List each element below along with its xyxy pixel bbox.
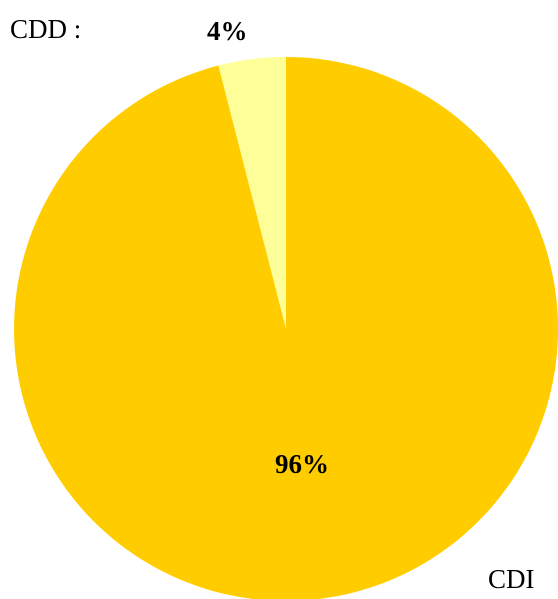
- category-label-cdi: CDI: [488, 564, 535, 594]
- pie-slice-cdd: [218, 57, 286, 329]
- pie-slices: [14, 57, 558, 599]
- pie-slice-cdi: [14, 57, 558, 599]
- category-label-cdd: CDD :: [10, 14, 81, 44]
- data-label-cdd: 4%: [207, 16, 248, 46]
- data-label-cdi: 96%: [275, 449, 329, 479]
